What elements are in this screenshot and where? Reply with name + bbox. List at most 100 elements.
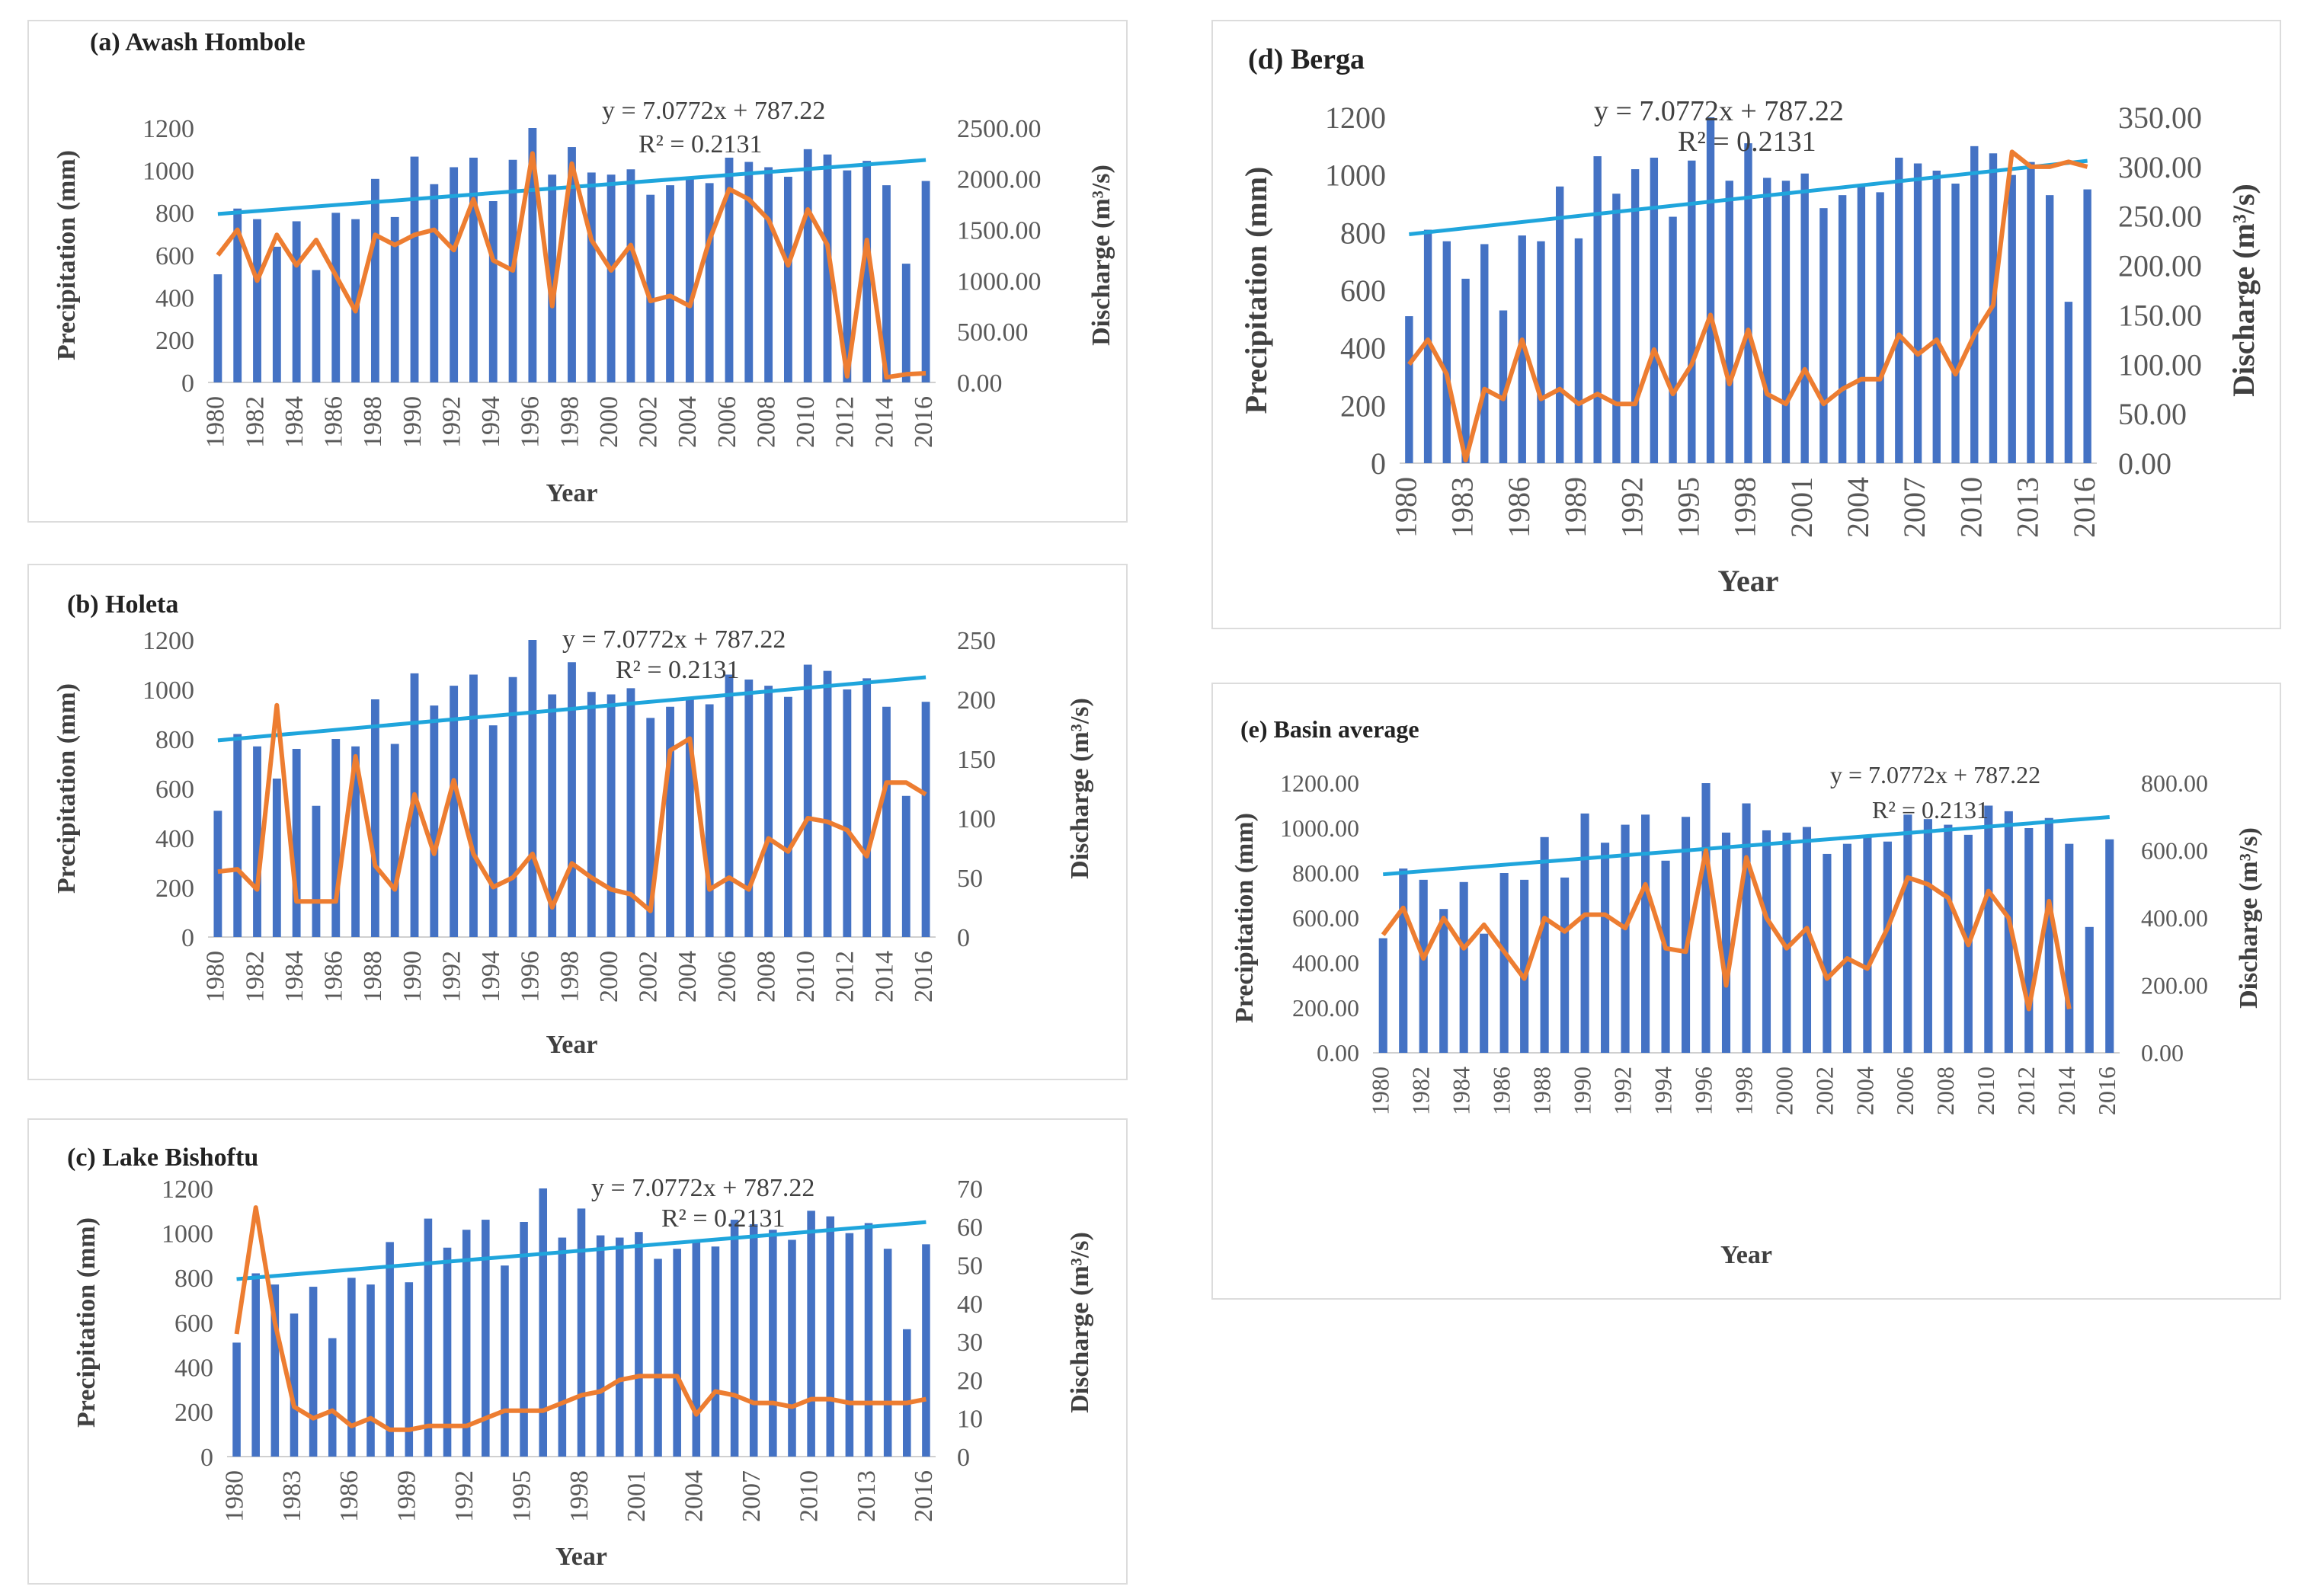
bar-precipitation	[213, 274, 222, 382]
x-axis-title: Year	[1718, 564, 1779, 598]
bar-precipitation	[922, 1244, 930, 1457]
y2-tick-label: 200.00	[2118, 249, 2202, 283]
bar-precipitation	[725, 674, 734, 937]
x-tick-label: 2006	[713, 396, 741, 448]
bar-precipitation	[1499, 310, 1508, 463]
x-tick-label: 2007	[1897, 477, 1931, 538]
trend-line	[1409, 158, 2088, 236]
y-tick-label: 1000	[142, 676, 194, 705]
y2-tick-label: 200	[957, 686, 996, 715]
bar-precipitation	[1480, 933, 1489, 1053]
bar-precipitation	[685, 699, 694, 937]
y2-axis-title: Discharge (m³/s)	[1066, 698, 1094, 879]
x-tick-label: 2004	[674, 396, 702, 448]
bar-precipitation	[1903, 814, 1912, 1053]
y2-tick-label: 500.00	[957, 318, 1029, 347]
bar-precipitation	[520, 1222, 528, 1457]
discharge-line	[216, 151, 926, 380]
bar-precipitation	[2008, 174, 2016, 463]
bar-precipitation	[783, 177, 792, 382]
bar-precipitation	[2004, 811, 2013, 1053]
bar-precipitation	[646, 194, 655, 382]
x-tick-label: 1984	[280, 951, 309, 1003]
y2-axis-title: Discharge (m³/s)	[2235, 827, 2263, 1009]
bar-precipitation	[1480, 244, 1489, 463]
bar-precipitation	[272, 779, 281, 937]
x-tick-label: 2010	[795, 1470, 823, 1522]
y-axis-title: Precipitation (mm)	[72, 1217, 101, 1428]
x-tick-label: 1982	[1407, 1067, 1435, 1115]
bar-precipitation	[312, 270, 321, 382]
x-tick-label: 1984	[280, 396, 309, 448]
x-tick-label: 2000	[1770, 1067, 1797, 1115]
x-tick-label: 2014	[870, 396, 898, 448]
bar-precipitation	[1593, 156, 1602, 463]
bar-precipitation	[1405, 316, 1413, 463]
y-tick-label: 600	[174, 1310, 213, 1338]
bar-precipitation	[606, 174, 616, 382]
bar-precipitation	[1951, 184, 1960, 463]
x-tick-label: 1996	[1689, 1067, 1717, 1115]
y2-tick-label: 50	[957, 865, 983, 893]
x-tick-label: 1980	[202, 951, 230, 1003]
bar-precipitation	[1681, 817, 1691, 1053]
bar-precipitation	[1661, 860, 1670, 1053]
bar-precipitation	[2085, 926, 2094, 1053]
x-tick-label: 1994	[1649, 1067, 1676, 1115]
bar-precipitation	[539, 1188, 548, 1457]
x-tick-label: 1994	[477, 951, 505, 1003]
chart-title: (e) Basin average	[1240, 715, 1419, 743]
bar-precipitation	[469, 157, 478, 382]
trend-r2: R² = 0.2131	[638, 130, 763, 158]
bar-precipitation	[1762, 830, 1771, 1053]
y-tick-label: 200	[155, 875, 194, 903]
x-tick-label: 1986	[320, 396, 348, 448]
chart-e: (e) Basin average 0.00 200.00 400.00 600.00 8…	[1231, 715, 2263, 1269]
x-axis-title: Year	[546, 479, 598, 507]
x-tick-label: 1980	[202, 396, 230, 448]
x-tick-label: 1980	[1367, 1067, 1394, 1115]
bar-precipitation	[1574, 238, 1583, 463]
trend-r2: R² = 0.2131	[661, 1204, 786, 1233]
bar-precipitation	[843, 170, 852, 382]
trend-line	[217, 158, 926, 216]
bar-precipitation	[331, 213, 341, 382]
bar-precipitation	[1970, 146, 1979, 464]
bar-precipitation	[1439, 909, 1448, 1053]
y-tick-label: 400	[155, 825, 194, 853]
x-tick-label: 2010	[792, 951, 820, 1003]
bar-precipitation	[626, 688, 635, 937]
y-tick-label: 1000	[1325, 158, 1386, 193]
chart-title: (d) Berga	[1248, 43, 1365, 75]
x-tick-label: 2016	[910, 396, 938, 448]
bar-precipitation	[596, 1235, 605, 1457]
bar-precipitation	[744, 680, 754, 937]
x-tick-label: 1983	[1445, 477, 1480, 538]
bar-precipitation	[1669, 216, 1677, 463]
bar-precipitation	[351, 219, 360, 382]
bar-precipitation	[744, 162, 754, 383]
x-tick-label: 2007	[738, 1470, 766, 1522]
y-tick-label: 800	[155, 726, 194, 754]
bar-precipitation	[1650, 157, 1659, 463]
x-tick-label: 1990	[398, 951, 427, 1003]
y-tick-label: 0.00	[1317, 1039, 1359, 1067]
x-tick-label: 2014	[870, 951, 898, 1003]
x-tick-label: 1983	[278, 1470, 306, 1522]
y2-tick-label: 1500.00	[957, 217, 1042, 245]
chart-title: (c) Lake Bishoftu	[67, 1143, 258, 1172]
bar-precipitation	[577, 1208, 586, 1457]
bar-precipitation	[233, 734, 242, 937]
x-tick-label: 1992	[1608, 1067, 1636, 1115]
x-tick-label: 1980	[1389, 477, 1423, 538]
y2-tick-label: 0.00	[2118, 446, 2171, 481]
y2-tick-label: 2500.00	[957, 115, 1042, 143]
bar-precipitation	[901, 264, 910, 382]
y2-axis-title: Discharge (m³/s)	[1087, 165, 1115, 346]
bar-precipitation	[251, 1273, 260, 1457]
y-tick-label: 800.00	[1292, 859, 1359, 887]
y-tick-label: 0	[181, 924, 194, 952]
chart-c: (c) Lake Bishoftu02004006008001000120001…	[67, 1143, 1094, 1571]
bar-precipitation	[390, 744, 399, 937]
x-tick-label: 1988	[359, 951, 387, 1003]
